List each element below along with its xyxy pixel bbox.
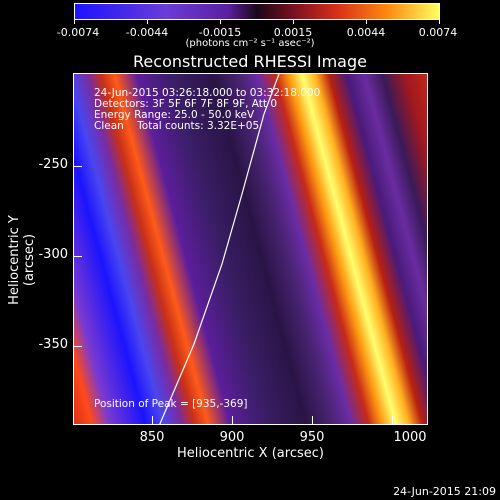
info-energy-range: Energy Range: 25.0 - 50.0 keV: [94, 109, 255, 121]
info-time-range: 24-Jun-2015 03:26:18.000 to 03:32:18.000: [94, 87, 321, 99]
colorbar-tick: [74, 20, 75, 24]
rhessi-image: 24-Jun-2015 03:26:18.000 to 03:32:18.000…: [73, 73, 428, 425]
x-tick-label: 1000: [393, 430, 427, 445]
colorbar-tick-label: -0.0074: [56, 26, 100, 39]
colorbar-tick: [293, 20, 294, 24]
x-tick: [392, 416, 393, 424]
colorbar-tick-label: -0.0015: [198, 26, 242, 39]
x-tick-label: 900: [219, 430, 245, 445]
y-axis-title: Heliocentric Y (arcsec): [7, 215, 37, 305]
y-tick: [74, 166, 82, 167]
colorbar-tick-label: 0.0044: [346, 26, 386, 39]
y-tick-label: -300: [38, 247, 68, 262]
info-detectors: Detectors: 3F 5F 6F 7F 8F 9F, Att 0: [94, 98, 278, 110]
y-tick-label: -250: [38, 157, 68, 172]
limb-line: [159, 74, 280, 424]
colorbar-tick: [366, 20, 367, 24]
colorbar-tick: [147, 20, 148, 24]
x-tick-label: 850: [139, 430, 165, 445]
colorbar-tick-label: 0.0015: [273, 26, 313, 39]
info-clean-counts: Clean Total counts: 3.32E+05: [94, 120, 260, 132]
colorbar-tick-label: -0.0044: [125, 26, 169, 39]
plot-title: Reconstructed RHESSI Image: [133, 52, 367, 71]
info-peak-position: Position of Peak = [935,-369]: [94, 398, 248, 410]
x-tick-label: 950: [299, 430, 325, 445]
colorbar-tick-label: 0.0074: [418, 26, 458, 39]
x-axis-title: Heliocentric X (arcsec): [177, 446, 324, 461]
x-tick: [232, 416, 233, 424]
y-tick: [74, 256, 82, 257]
y-tick: [74, 346, 82, 347]
colorbar-units: (photons cm⁻² s⁻¹ asec⁻²): [185, 38, 315, 49]
colorbar: [74, 3, 440, 20]
colorbar-tick: [220, 20, 221, 24]
x-tick: [152, 416, 153, 424]
x-tick: [312, 416, 313, 424]
timestamp: 24-Jun-2015 21:09: [393, 485, 496, 498]
y-tick-label: -350: [38, 337, 68, 352]
colorbar-tick: [439, 20, 440, 24]
